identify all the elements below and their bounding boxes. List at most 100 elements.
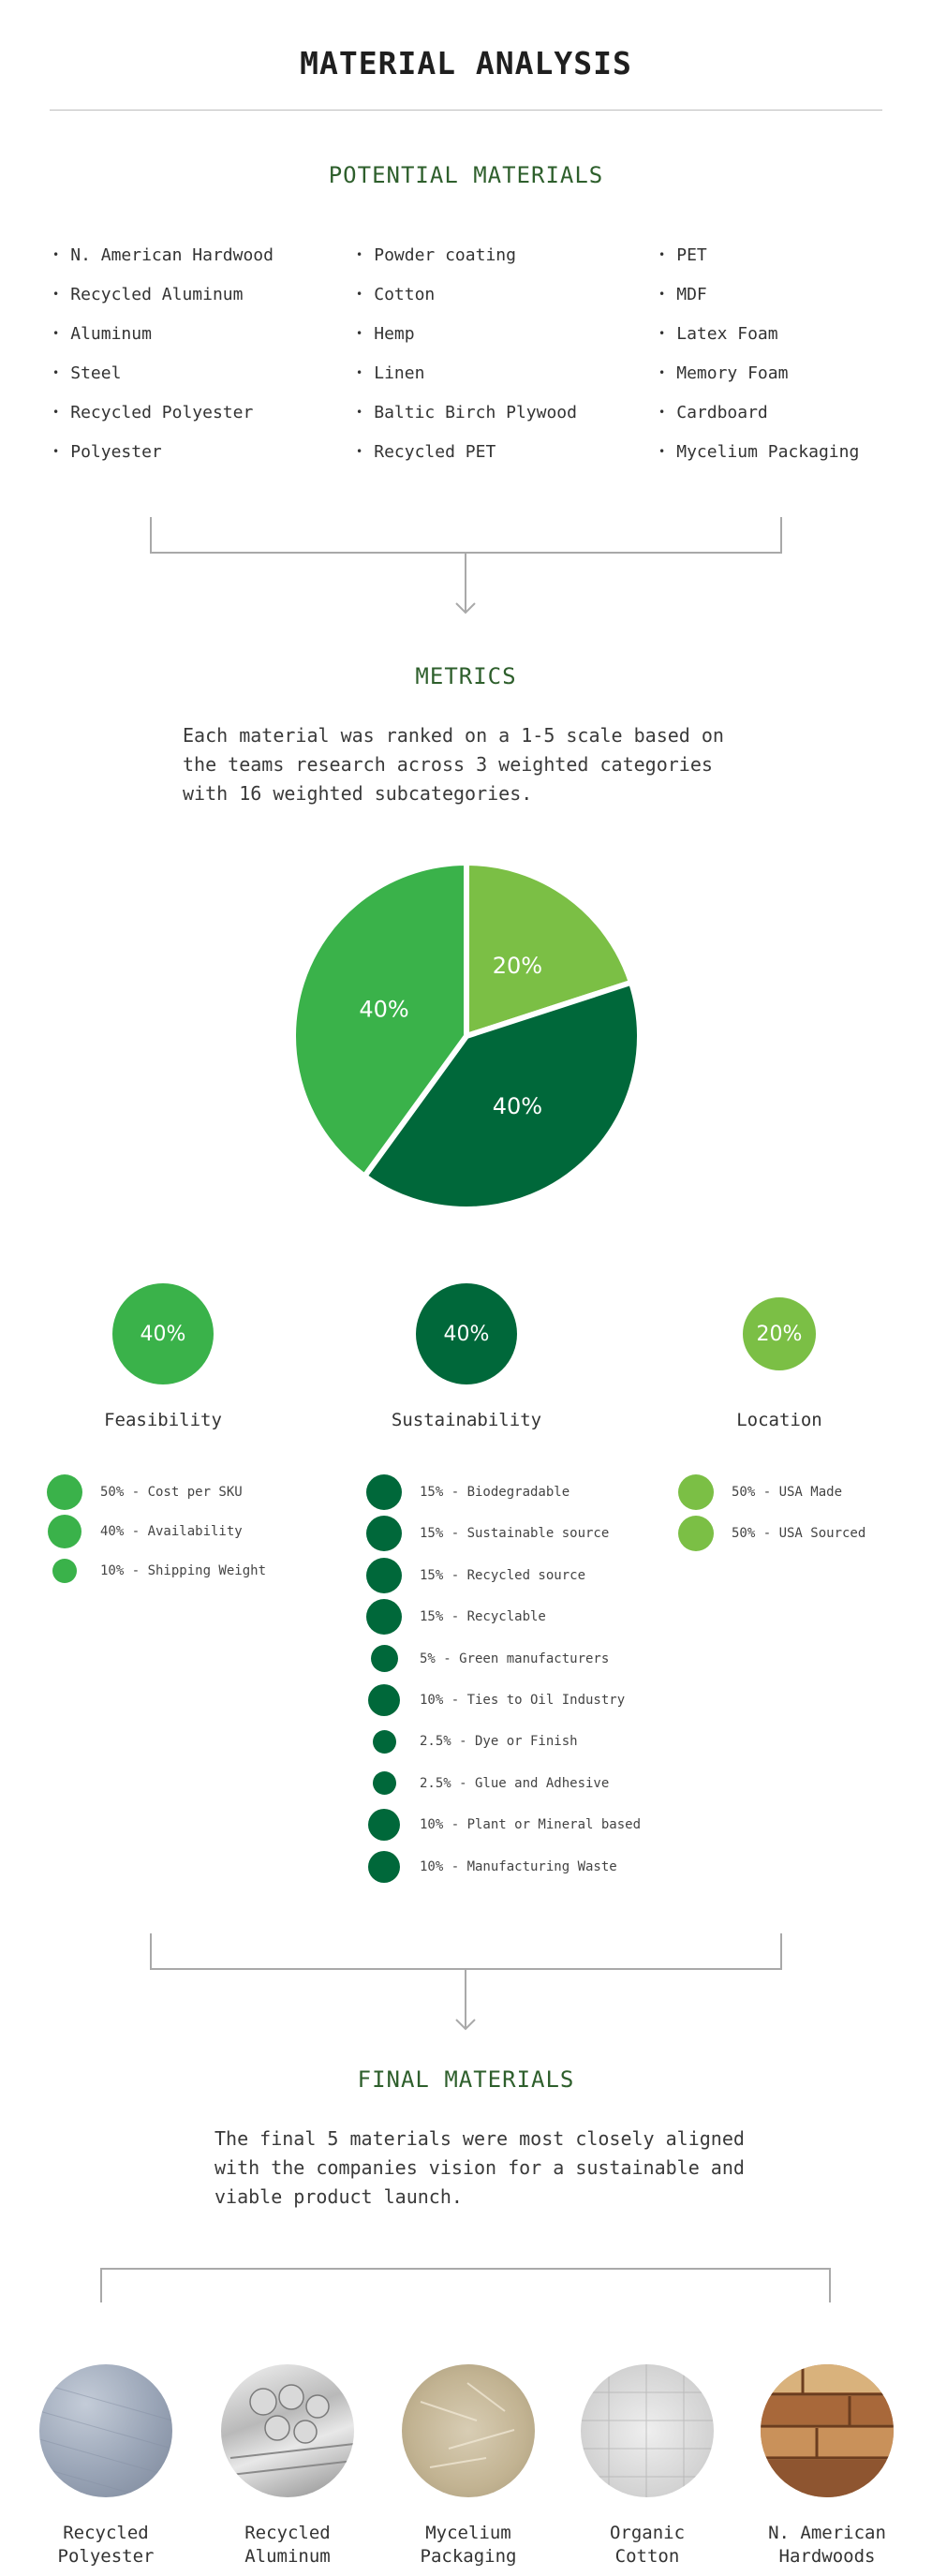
location-percent-circle: 20% [743, 1297, 816, 1370]
name-line: Organic [609, 2523, 686, 2543]
subcategory-label: 10% - Ties to Oil Industry [420, 1693, 626, 1708]
material-item: Recycled Aluminum [52, 275, 274, 315]
final-line: The final 5 materials were most closely … [215, 2127, 745, 2150]
subcategory-label: 15% - Recyclable [420, 1609, 546, 1625]
weight-dot [368, 1850, 400, 1883]
subcategory-label: 15% - Biodegradable [420, 1485, 570, 1500]
pie-slice-label: 40% [359, 996, 408, 1022]
material-item: Cotton [356, 275, 577, 315]
weight-dot-container [365, 1515, 403, 1552]
material-item: N. American Hardwood [52, 236, 274, 275]
material-item: Recycled Polyester [52, 393, 274, 433]
subcategory-label: 10% - Plant or Mineral based [420, 1817, 642, 1833]
material-item: Aluminum [52, 315, 274, 354]
rods-texture [229, 2384, 354, 2476]
sustainability-label: Sustainability [391, 1410, 542, 1430]
subcategory-row: 2.5% - Glue and Adhesive [365, 1765, 609, 1802]
weight-dot [47, 1474, 82, 1510]
name-line: Mycelium [425, 2523, 511, 2543]
material-item: Polyester [52, 433, 274, 472]
materials-column-1: N. American Hardwood Recycled Aluminum A… [52, 236, 274, 472]
weight-dot-container [365, 1681, 403, 1719]
location-label: Location [736, 1410, 822, 1430]
bracket-arrow-connector [150, 1933, 782, 2031]
pie-slice [290, 860, 469, 1179]
material-item: Baltic Birch Plywood [356, 393, 577, 433]
weight-dot-container [365, 1640, 403, 1678]
weight-dot-container [677, 1473, 715, 1511]
weight-dot-container [46, 1552, 83, 1590]
subcategory-row: 15% - Recycled source [365, 1557, 585, 1594]
subcategory-row: 10% - Plant or Mineral based [365, 1806, 641, 1843]
material-item: Recycled PET [356, 433, 577, 472]
subcategory-row: 50% - USA Made [677, 1473, 842, 1511]
weight-dot [366, 1557, 402, 1593]
pie-slice [464, 860, 634, 1039]
material-item: Mycelium Packaging [658, 433, 859, 472]
page-title: MATERIAL ANALYSIS [300, 45, 632, 81]
metrics-heading: METRICS [415, 663, 517, 689]
metrics-line: Each material was ranked on a 1-5 scale … [183, 724, 724, 747]
weight-dot [366, 1599, 402, 1636]
weight-dot-container [46, 1513, 83, 1550]
weight-dot-container [365, 1723, 403, 1760]
cotton-texture [581, 2364, 714, 2497]
aluminum-rods-image [221, 2364, 354, 2497]
metrics-description: Each material was ranked on a 1-5 scale … [183, 721, 724, 808]
material-item: Linen [356, 354, 577, 393]
subcategory-row: 2.5% - Dye or Finish [365, 1723, 578, 1760]
final-material-name: Recycled Polyester [26, 2522, 185, 2569]
material-item: PET [658, 236, 859, 275]
subcategory-label: 10% - Manufacturing Waste [420, 1858, 617, 1874]
subcategory-row: 15% - Recyclable [365, 1598, 546, 1636]
metrics-line: with 16 weighted subcategories. [183, 782, 533, 805]
weight-dot-container [365, 1806, 403, 1843]
weight-dot [678, 1516, 714, 1551]
weight-dot [48, 1515, 81, 1548]
pie-slice [362, 979, 643, 1212]
materials-column-3: PET MDF Latex Foam Memory Foam Cardboard… [658, 236, 859, 472]
weight-dot [368, 1809, 400, 1842]
name-line: Hardwoods [778, 2546, 876, 2567]
subcategory-label: 2.5% - Dye or Finish [420, 1734, 578, 1750]
subcategory-label: 5% - Green manufacturers [420, 1651, 610, 1666]
material-item: Steel [52, 354, 274, 393]
subcategory-label: 50% - USA Sourced [732, 1526, 866, 1541]
material-item: Memory Foam [658, 354, 859, 393]
weight-dot-container [46, 1473, 83, 1511]
weight-dot-container [365, 1473, 403, 1511]
material-item: Cardboard [658, 393, 859, 433]
name-line: Polyester [57, 2546, 155, 2567]
subcategory-row: 5% - Green manufacturers [365, 1640, 609, 1678]
weight-dot [372, 1771, 396, 1796]
weight-dot [370, 1645, 398, 1673]
subcategory-label: 50% - USA Made [732, 1485, 843, 1500]
name-line: Recycled [63, 2523, 149, 2543]
sustainability-percent-circle: 40% [416, 1283, 517, 1384]
subcategory-label: 2.5% - Glue and Adhesive [420, 1775, 610, 1791]
final-materials-heading: FINAL MATERIALS [357, 2066, 575, 2093]
metrics-line: the teams research across 3 weighted cat… [183, 753, 713, 776]
final-line: with the companies vision for a sustaina… [215, 2156, 745, 2179]
mycelium-texture [420, 2382, 515, 2468]
bracket-arrow-connector [150, 517, 782, 614]
weight-dot [368, 1684, 400, 1716]
subcategory-row: 10% - Manufacturing Waste [365, 1848, 617, 1886]
weight-dot-container [365, 1598, 403, 1636]
weight-dot [52, 1559, 77, 1583]
polyester-fabric-image [39, 2364, 172, 2497]
feasibility-label: Feasibility [104, 1410, 222, 1430]
subcategory-label: 40% - Availability [100, 1524, 243, 1539]
material-item: MDF [658, 275, 859, 315]
subcategory-row: 50% - USA Sourced [677, 1515, 865, 1552]
name-line: N. American [768, 2523, 886, 2543]
metrics-pie-chart: 20% 40% 40% [290, 860, 643, 1212]
title-divider [50, 110, 882, 111]
name-line: Aluminum [244, 2546, 331, 2567]
subcategory-label: 10% - Shipping Weight [100, 1563, 267, 1578]
weight-dot-container [365, 1765, 403, 1802]
subcategory-label: 15% - Recycled source [420, 1567, 586, 1583]
subcategory-row: 40% - Availability [46, 1513, 243, 1550]
materials-column-2: Powder coating Cotton Hemp Linen Baltic … [356, 236, 577, 472]
fabric-texture [39, 2382, 172, 2497]
